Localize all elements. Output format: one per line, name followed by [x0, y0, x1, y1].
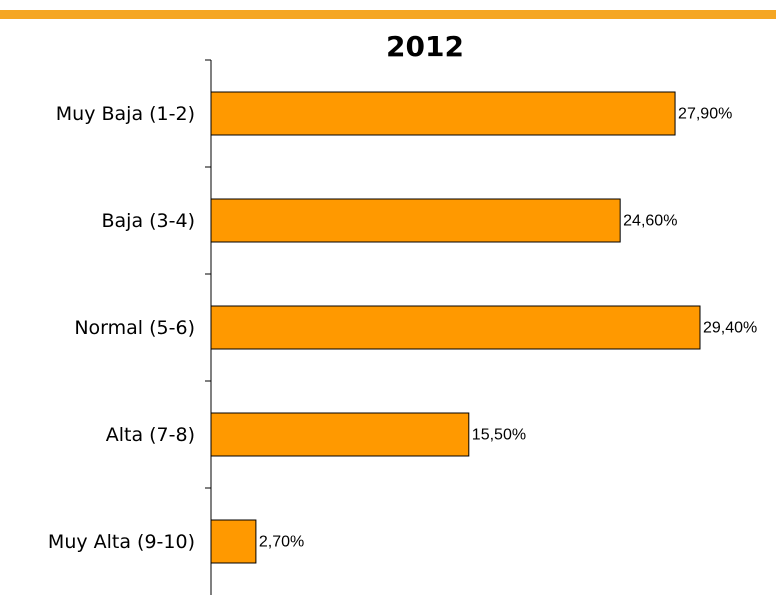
data-label: 29,40%: [703, 320, 757, 337]
bar: [210, 412, 470, 457]
top-stripe: [0, 10, 776, 19]
data-label: 27,90%: [678, 106, 732, 123]
bar: [210, 519, 257, 564]
y-tick-label: Alta (7-8): [106, 424, 195, 446]
bar: [210, 91, 676, 136]
y-tick-label: Baja (3-4): [102, 210, 196, 232]
bar: [210, 305, 701, 350]
y-tick-label: Normal (5-6): [74, 317, 195, 339]
data-label: 2,70%: [259, 534, 304, 551]
bar: [210, 198, 621, 243]
y-tick-label: Muy Alta (9-10): [48, 531, 195, 553]
chart-title: 2012: [386, 30, 464, 63]
data-label: 24,60%: [623, 213, 677, 230]
y-tick-label: Muy Baja (1-2): [56, 103, 195, 125]
data-label: 15,50%: [472, 427, 526, 444]
